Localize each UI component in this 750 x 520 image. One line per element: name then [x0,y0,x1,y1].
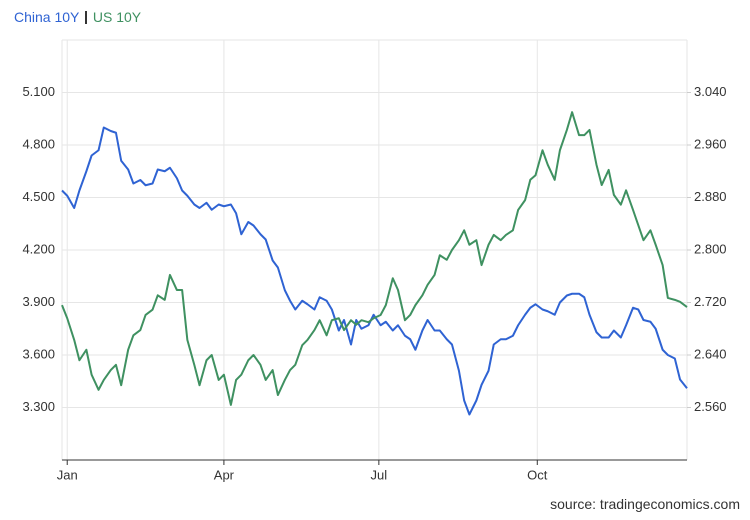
y-tick-label: 3.300 [22,399,55,414]
y-tick-label: 4.800 [22,136,55,151]
x-tick-label: Jul [371,467,388,482]
y-tick-label: 3.900 [22,294,55,309]
y2-tick-label: 2.720 [694,294,727,309]
y-tick-label: 5.100 [22,84,55,99]
series-line [61,111,688,406]
y-tick-label: 4.500 [22,189,55,204]
y2-tick-label: 2.960 [694,136,727,151]
legend-entry[interactable]: China 10Y [14,9,80,25]
legend-separator [85,10,87,24]
y2-tick-label: 3.040 [694,84,727,99]
x-tick-label: Oct [527,467,548,482]
legend: China 10Y US 10Y [14,9,141,25]
y2-tick-label: 2.560 [694,399,727,414]
y-tick-label: 3.600 [22,346,55,361]
x-tick-label: Apr [214,467,235,482]
y2-tick-label: 2.800 [694,241,727,256]
y2-tick-label: 2.880 [694,189,727,204]
source: source: tradingeconomics.com [550,496,740,512]
legend-entry[interactable]: US 10Y [92,9,142,25]
series-line [61,126,688,416]
y-tick-label: 4.200 [22,241,55,256]
x-tick-label: Jan [57,467,78,482]
y2-tick-label: 2.640 [694,346,727,361]
